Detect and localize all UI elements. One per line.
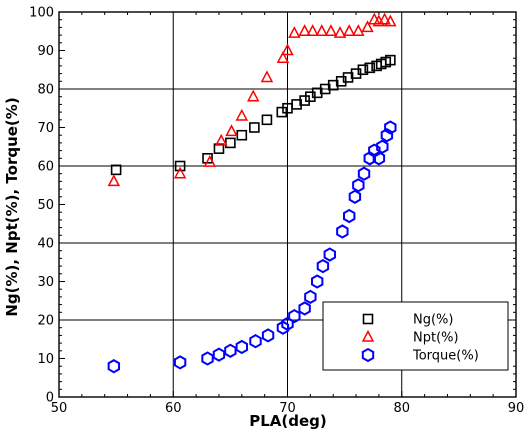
data-point (288, 26, 301, 38)
axis-ticks: 50 60 70 80 90 0 10 20 30 40 50 60 70 80 90 100 (29, 6, 524, 417)
y-tick-label: 40 (37, 237, 54, 252)
x-tick-label: 90 (508, 401, 524, 416)
x-tick-label: 70 (279, 401, 296, 416)
y-tick-label: 20 (37, 314, 54, 329)
y-tick-label: 70 (37, 121, 54, 136)
data-point (298, 301, 311, 316)
x-tick-label: 60 (165, 401, 182, 416)
data-point (281, 43, 294, 56)
data-point (225, 137, 236, 149)
data-point (372, 151, 386, 166)
legend-label: Torque(%) (412, 349, 479, 364)
data-point (224, 343, 237, 358)
data-point (352, 178, 365, 193)
legend-marker-square (362, 313, 374, 325)
data-point (306, 24, 319, 36)
data-point (261, 114, 273, 126)
data-point (378, 12, 391, 25)
data-point (288, 308, 301, 324)
legend-marker-triangle (361, 329, 375, 342)
data-point (235, 108, 249, 121)
data-point (336, 224, 349, 239)
data-point (249, 334, 262, 349)
data-point (384, 14, 397, 27)
y-tick-label: 60 (37, 160, 54, 175)
x-axis-title: PLA(deg) (249, 412, 327, 430)
x-tick-label: 50 (51, 401, 68, 416)
data-point (276, 320, 290, 335)
data-point (236, 129, 248, 141)
data-point (174, 160, 186, 172)
y-tick-label: 80 (37, 83, 54, 98)
data-point (212, 347, 226, 362)
legend: Ng(%) Npt(%) Torque(%) (322, 301, 509, 371)
legend-label: Npt(%) (413, 331, 459, 346)
data-point (261, 328, 275, 343)
data-point (384, 120, 397, 135)
data-point (323, 247, 336, 262)
x-tick-label: 80 (393, 401, 410, 416)
data-point (201, 351, 214, 366)
data-point (260, 70, 274, 83)
data-point (333, 26, 347, 38)
y-tick-label: 10 (37, 352, 54, 367)
data-point (315, 24, 329, 36)
data-point (214, 133, 228, 146)
data-point (107, 359, 121, 374)
y-axis-title: Ng(%), Npt(%), Torque(%) (3, 97, 21, 316)
data-point (202, 153, 213, 164)
data-point (311, 274, 324, 289)
data-point (324, 24, 338, 36)
data-point (213, 143, 225, 154)
y-tick-label: 100 (29, 6, 54, 21)
data-point (276, 51, 290, 63)
data-point (298, 24, 311, 36)
series-triangle (107, 12, 397, 187)
legend-box (322, 301, 509, 371)
y-tick-label: 50 (37, 198, 54, 213)
data-point (110, 164, 122, 176)
data-series (107, 12, 397, 374)
series-hexagon (107, 120, 397, 374)
data-point (235, 339, 248, 355)
data-point (357, 64, 369, 76)
data-point (225, 124, 238, 137)
data-point (348, 189, 362, 204)
data-point (107, 174, 121, 187)
legend-label: Ng(%) (413, 313, 453, 328)
data-point (249, 122, 260, 133)
legend-marker-hexagon (361, 347, 375, 363)
data-point (376, 139, 389, 154)
data-point (203, 155, 217, 167)
data-point (173, 355, 187, 370)
data-point (316, 258, 330, 274)
data-point (385, 54, 396, 66)
data-point (173, 166, 187, 179)
data-point (304, 289, 317, 305)
y-tick-label: 0 (46, 391, 54, 406)
data-point (246, 89, 260, 102)
data-point (342, 24, 356, 36)
grid-lines (59, 12, 516, 397)
y-tick-label: 90 (37, 44, 54, 59)
data-point (364, 62, 376, 74)
data-point (357, 166, 371, 181)
y-tick-label: 30 (37, 275, 54, 290)
data-point (352, 24, 365, 36)
data-point (343, 208, 356, 224)
series-square (110, 54, 396, 176)
data-point (361, 20, 374, 33)
